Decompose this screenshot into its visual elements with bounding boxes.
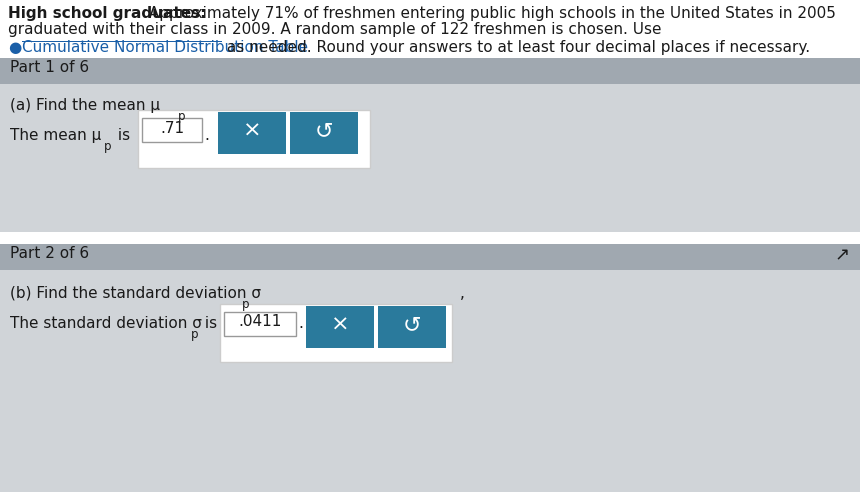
Text: Approximately 71% of freshmen entering public high schools in the United States : Approximately 71% of freshmen entering p…: [144, 6, 836, 21]
Text: p: p: [191, 328, 199, 341]
Text: ↺: ↺: [315, 121, 334, 141]
Text: ,: ,: [460, 286, 465, 301]
Text: graduated with their class in 2009. A random sample of 122 freshmen is chosen. U: graduated with their class in 2009. A ra…: [8, 22, 661, 37]
Text: p: p: [242, 298, 249, 311]
Text: ●: ●: [8, 40, 22, 55]
Text: ↺: ↺: [402, 315, 421, 335]
Text: .: .: [298, 316, 303, 331]
Text: Cumulative Normal Distribution Table: Cumulative Normal Distribution Table: [22, 40, 308, 55]
Text: .: .: [204, 128, 209, 143]
Text: ×: ×: [243, 121, 261, 141]
Text: as needed. Round your answers to at least four decimal places if necessary.: as needed. Round your answers to at leas…: [222, 40, 810, 55]
Text: The mean μ: The mean μ: [10, 128, 101, 143]
Text: p: p: [178, 110, 186, 123]
Text: Part 2 of 6: Part 2 of 6: [10, 246, 89, 261]
Text: .71: .71: [160, 121, 184, 135]
Text: ↗: ↗: [835, 246, 850, 264]
Text: .0411: .0411: [238, 314, 282, 330]
Text: The standard deviation σ: The standard deviation σ: [10, 316, 202, 331]
Text: (b) Find the standard deviation σ: (b) Find the standard deviation σ: [10, 286, 261, 301]
Text: is: is: [113, 128, 130, 143]
Text: Part 1 of 6: Part 1 of 6: [10, 60, 89, 75]
Text: ×: ×: [331, 315, 349, 335]
Text: (a) Find the mean μ: (a) Find the mean μ: [10, 98, 160, 113]
Text: High school graduates:: High school graduates:: [8, 6, 206, 21]
Text: is: is: [200, 316, 217, 331]
Text: p: p: [104, 140, 112, 153]
